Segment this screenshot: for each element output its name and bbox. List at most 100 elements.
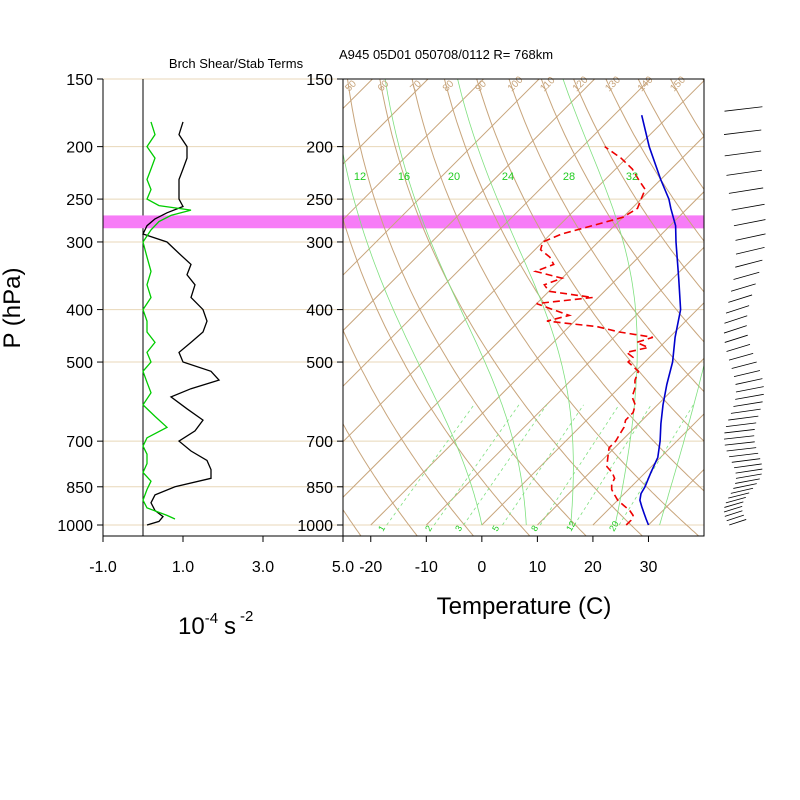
wind-barb — [725, 422, 757, 427]
wind-barb — [731, 458, 761, 463]
left-x-ticks: -1.0 1.0 3.0 5.0 — [89, 536, 354, 576]
dry-adiabat — [346, 79, 587, 536]
mixing-ratio-line — [463, 404, 548, 526]
isotherm-top-label: 50 — [343, 78, 359, 94]
isotherm-line — [648, 468, 704, 526]
wind-barb — [730, 283, 756, 292]
y-axis-label: P (hPa) — [0, 268, 26, 349]
wind-barb — [725, 305, 750, 314]
dry-adiabat — [476, 79, 704, 442]
wind-barb — [728, 492, 750, 499]
right-panel-title: A945 05D01 050708/0112 R= 768km — [339, 47, 553, 62]
skew-highlight-band — [343, 215, 704, 229]
skew-y-tick-label: 700 — [306, 434, 333, 451]
dry-adiabat — [573, 79, 704, 293]
left-x-tick-label: -1.0 — [89, 559, 117, 576]
mixing-ratio-top-label: 28 — [563, 171, 575, 183]
temperature-line — [639, 115, 682, 526]
left-y-tick-label: 700 — [66, 434, 93, 451]
left-panel-title: Brch Shear/Stab Terms — [169, 56, 304, 71]
dry-adiabat — [343, 508, 362, 536]
wind-barb — [735, 386, 764, 393]
isotherm-top-label: 110 — [538, 75, 557, 94]
isotherm-line — [0, 79, 261, 525]
wind-barb — [724, 106, 763, 112]
mixing-ratio-line — [618, 404, 694, 526]
wind-barb — [728, 352, 754, 361]
wind-barb — [725, 497, 746, 504]
isotherm-line — [343, 79, 704, 443]
skew-y-tick-label: 850 — [306, 480, 333, 497]
wind-barb — [726, 514, 744, 522]
wind-barb — [724, 150, 762, 157]
mixing-ratio-line — [502, 404, 584, 526]
dry-adiabat — [443, 79, 704, 492]
isotherm-line — [343, 79, 540, 276]
isotherm-top-label: 70 — [408, 78, 424, 94]
wind-barb — [731, 361, 757, 369]
skew-x-tick-label: 30 — [640, 559, 658, 576]
isotherm-top-label: 120 — [571, 74, 591, 94]
isotherm-top-label: 100 — [506, 74, 526, 94]
mixing-ratio-bottom-label: 12 — [564, 519, 578, 533]
wind-barb — [728, 294, 753, 303]
wind-barb — [735, 259, 763, 268]
left-y-tick-label: 850 — [66, 480, 93, 497]
wind-barb — [723, 129, 762, 135]
left-y-tick-label: 200 — [66, 140, 93, 157]
left-x-label-exp: -4 — [205, 610, 218, 627]
mixing-ratio-line — [539, 404, 620, 526]
isotherm-top-label: 150 — [668, 74, 688, 94]
skew-y-tick-label: 300 — [306, 235, 333, 252]
wind-barb — [730, 487, 754, 494]
dry-adiabat — [789, 63, 800, 537]
isotherm-line — [370, 191, 704, 526]
stability-series-0 — [142, 121, 221, 526]
isotherm-line — [481, 302, 704, 526]
wind-barb — [724, 315, 748, 324]
left-x-label-unit: s — [224, 613, 236, 640]
wind-barb — [724, 510, 743, 517]
skew-y-tick-label: 1000 — [297, 518, 333, 535]
dry-adiabat — [702, 79, 704, 83]
wind-barb — [735, 473, 762, 479]
isotherm-line — [343, 79, 651, 387]
left-series-group — [142, 121, 221, 526]
dry-adiabat — [343, 328, 475, 536]
isotherm-top-label: 60 — [376, 78, 392, 94]
left-y-tick-label: 150 — [66, 72, 93, 89]
right-x-axis-label: Temperature (C) — [437, 593, 612, 620]
skew-x-tick-label: -20 — [359, 559, 382, 576]
wind-barb — [730, 408, 761, 414]
wind-barb — [728, 415, 759, 421]
wind-barb — [729, 452, 759, 458]
isotherm-top-label: 130 — [603, 74, 623, 94]
isotherm-line — [760, 79, 800, 525]
skew-x-tick-label: 10 — [528, 559, 546, 576]
moist-adiabat — [562, 79, 638, 526]
wind-barb — [728, 187, 764, 194]
mixing-ratio-top-label: 20 — [448, 171, 460, 183]
isotherm-line — [343, 135, 704, 498]
wind-barb — [726, 169, 762, 176]
wind-barb — [724, 441, 755, 446]
isotherm-line — [537, 357, 704, 526]
skew-y-tick-label: 150 — [306, 72, 333, 89]
isotherm-line — [0, 79, 317, 525]
left-x-tick-label: 1.0 — [172, 559, 194, 576]
highlight-band — [343, 215, 704, 229]
mixing-ratio-top-label: 24 — [502, 171, 514, 183]
mixing-ratio-top-label: 16 — [398, 171, 410, 183]
mixing-ratio-line — [433, 404, 520, 526]
skew-series-group — [532, 115, 682, 526]
wind-barb — [726, 344, 751, 352]
dry-adiabat — [343, 217, 531, 536]
wind-barb — [726, 447, 757, 452]
wind-barb — [734, 463, 762, 469]
dry-adiabat — [637, 79, 704, 191]
mixing-ratio-top-label: 12 — [354, 171, 366, 183]
moist-adiabat — [343, 151, 483, 526]
